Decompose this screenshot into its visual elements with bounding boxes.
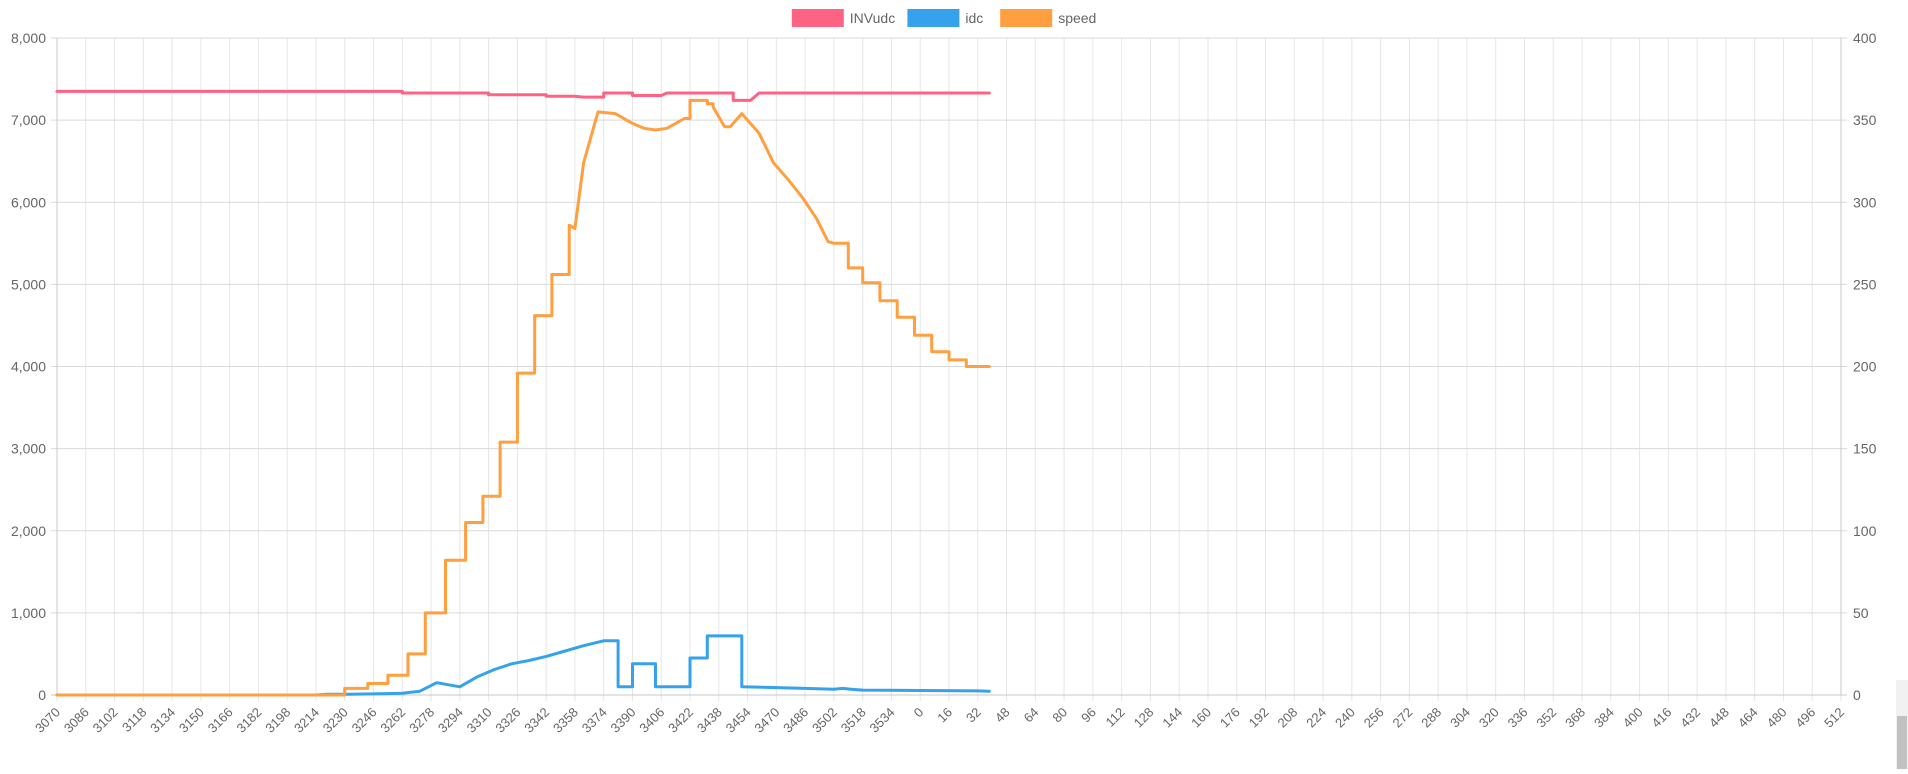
x-tick-label: 3326 [492, 705, 523, 736]
legend-swatch-speed [1000, 9, 1053, 27]
x-tick-label: 3422 [665, 705, 696, 736]
left-y-tick-label: 4,000 [11, 359, 46, 375]
x-tick-label: 3310 [464, 705, 495, 736]
x-tick-label: 176 [1217, 705, 1243, 731]
x-tick-label: 3182 [233, 705, 264, 736]
x-tick-label: 3086 [61, 705, 92, 736]
x-tick-label: 3470 [751, 705, 782, 736]
x-tick-label: 96 [1078, 705, 1099, 726]
x-tick-label: 160 [1188, 705, 1214, 731]
x-tick-label: 64 [1021, 705, 1042, 726]
x-tick-label: 80 [1049, 705, 1070, 726]
x-tick-label: 336 [1505, 705, 1531, 731]
right-y-tick-label: 400 [1853, 30, 1877, 46]
x-tick-label: 3134 [147, 705, 178, 736]
x-tick-label: 480 [1764, 705, 1790, 731]
grid [51, 37, 1847, 701]
x-tick-label: 3214 [291, 705, 322, 736]
x-tick-label: 432 [1677, 705, 1703, 731]
x-tick-label: 288 [1418, 705, 1444, 731]
x-tick-label: 112 [1102, 705, 1127, 730]
x-tick-label: 3262 [377, 705, 408, 736]
x-tick-label: 3166 [205, 705, 236, 736]
x-tick-label: 3438 [694, 705, 725, 736]
x-tick-label: 128 [1131, 705, 1157, 731]
x-tick-label: 304 [1447, 705, 1473, 731]
x-tick-label: 3118 [119, 705, 149, 735]
right-y-tick-label: 200 [1853, 359, 1877, 375]
x-tick-label: 3454 [723, 705, 754, 736]
x-tick-label: 32 [963, 705, 984, 726]
right-y-axis: 0 50 100 150 200 250 300 350 400 [1853, 30, 1877, 703]
x-tick-label: 144 [1159, 705, 1185, 731]
x-tick-label: 368 [1562, 705, 1588, 731]
right-y-tick-label: 0 [1853, 687, 1861, 703]
left-y-tick-label: 0 [38, 687, 46, 703]
right-y-tick-label: 300 [1853, 194, 1877, 210]
x-tick-label: 192 [1246, 705, 1272, 731]
x-tick-label: 224 [1303, 705, 1329, 731]
right-y-tick-label: 250 [1853, 276, 1877, 292]
x-tick-label: 3486 [780, 705, 811, 736]
left-y-tick-label: 5,000 [11, 276, 46, 292]
x-tick-label: 400 [1620, 705, 1646, 731]
x-tick-label: 416 [1649, 705, 1675, 731]
series-line-invudc [55, 89, 991, 102]
x-tick-label: 272 [1390, 705, 1416, 731]
legend-label-invudc: INVudc [850, 10, 895, 26]
x-tick-label: 3230 [320, 705, 351, 736]
legend-label-idc: idc [965, 10, 983, 26]
x-tick-label: 3102 [90, 705, 121, 736]
x-tick-label: 448 [1706, 705, 1732, 731]
left-y-tick-label: 3,000 [11, 441, 46, 457]
x-tick-label: 352 [1533, 705, 1559, 731]
x-tick-label: 3518 [838, 705, 869, 736]
legend-swatch-invudc [791, 9, 844, 27]
left-y-tick-label: 8,000 [11, 30, 46, 46]
x-tick-label: 3390 [608, 705, 639, 736]
x-tick-label: 320 [1476, 705, 1502, 731]
legend: INVudc idc speed [791, 9, 1096, 27]
legend-swatch-idc [907, 9, 960, 27]
x-axis: 3070308631023118313431503166318231983214… [32, 705, 1847, 736]
x-tick-label: 512 [1821, 705, 1847, 731]
x-tick-label: 3278 [406, 705, 437, 736]
right-y-tick-label: 350 [1853, 112, 1877, 128]
series-line-idc [55, 634, 991, 697]
left-y-tick-label: 6,000 [11, 194, 46, 210]
x-tick-label: 3342 [521, 705, 552, 736]
x-tick-label: 3374 [579, 705, 610, 736]
x-tick-label: 3502 [809, 705, 840, 736]
left-y-tick-label: 1,000 [11, 605, 46, 621]
left-y-tick-label: 2,000 [11, 523, 46, 539]
x-tick-label: 48 [992, 705, 1013, 726]
series-lines [55, 89, 991, 697]
x-tick-label: 208 [1274, 705, 1300, 731]
x-tick-label: 384 [1591, 705, 1617, 731]
x-tick-label: 240 [1332, 705, 1358, 731]
series-line-speed [55, 98, 991, 697]
right-y-tick-label: 100 [1853, 523, 1877, 539]
right-y-tick-label: 150 [1853, 441, 1877, 457]
scrollbar-thumb[interactable] [1897, 716, 1907, 769]
x-tick-label: 256 [1361, 705, 1387, 731]
legend-label-speed: speed [1058, 10, 1096, 26]
x-tick-label: 16 [934, 705, 955, 726]
right-y-tick-label: 50 [1853, 605, 1869, 621]
x-tick-label: 3358 [550, 705, 581, 736]
x-tick-label: 3534 [867, 705, 898, 736]
x-tick-label: 496 [1792, 705, 1818, 731]
x-tick-label: 3294 [435, 705, 466, 736]
left-y-tick-label: 7,000 [11, 112, 46, 128]
x-tick-label: 464 [1735, 705, 1761, 731]
x-tick-label: 3070 [32, 705, 63, 736]
x-tick-label: 3406 [636, 705, 667, 736]
x-tick-label: 3150 [176, 705, 207, 736]
left-y-axis: 0 1,000 2,000 3,000 4,000 5,000 6,000 7,000 8,00… [11, 30, 46, 703]
x-tick-label: 0 [911, 705, 927, 721]
x-tick-label: 3246 [349, 705, 380, 736]
x-tick-label: 3198 [262, 705, 293, 736]
